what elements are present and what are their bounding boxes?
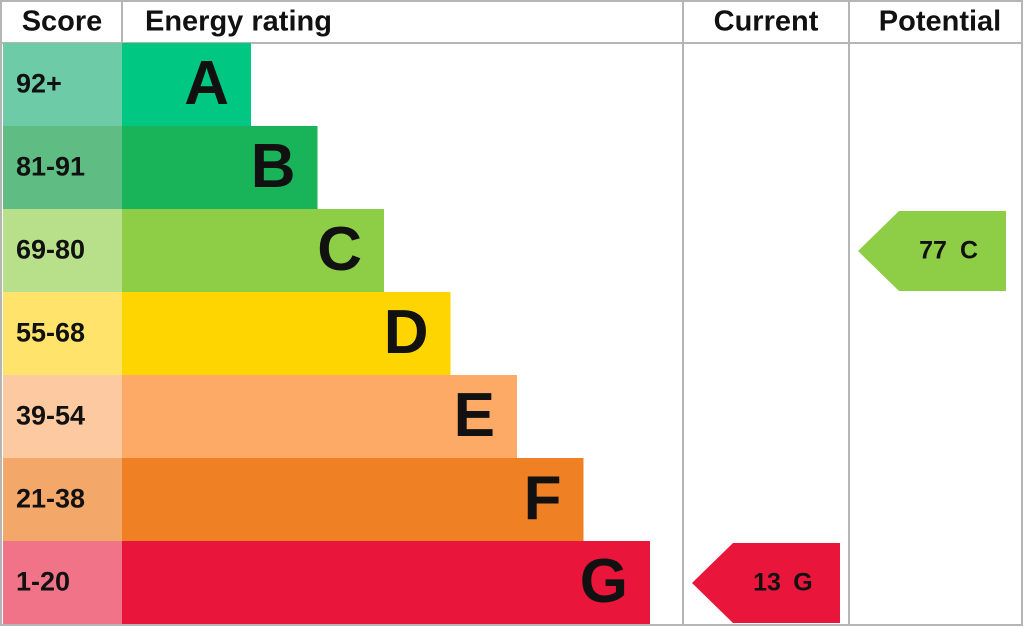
- potential-arrow: [858, 211, 1006, 291]
- score-cell: [3, 292, 122, 375]
- score-label: 1-20: [16, 567, 70, 597]
- potential-letter: C: [960, 237, 978, 265]
- header-current: Current: [714, 6, 819, 38]
- header-energy-rating: Energy rating: [145, 6, 332, 38]
- rating-letter: B: [251, 132, 296, 201]
- rating-letter: D: [384, 298, 429, 367]
- score-cell: [3, 375, 122, 458]
- rating-letter: E: [454, 381, 495, 450]
- score-cell: [3, 126, 122, 209]
- rating-letter: A: [184, 49, 229, 118]
- score-label: 69-80: [16, 235, 85, 265]
- score-label: 39-54: [16, 401, 85, 431]
- rating-bar: [122, 43, 251, 126]
- current-arrow: [692, 543, 840, 623]
- header-potential: Potential: [879, 6, 1001, 38]
- score-label: 55-68: [16, 318, 85, 348]
- rating-bar: [122, 292, 451, 375]
- score-label: 81-91: [16, 152, 85, 182]
- rating-bar: [122, 209, 384, 292]
- rating-bar: [122, 458, 584, 541]
- current-letter: G: [793, 569, 812, 597]
- header-score: Score: [22, 6, 103, 38]
- rating-bar: [122, 375, 517, 458]
- rating-bar: [122, 541, 650, 624]
- current-value: 13: [753, 569, 781, 597]
- rating-letter: F: [524, 464, 562, 533]
- score-label: 92+: [16, 69, 62, 99]
- score-cell: [3, 458, 122, 541]
- rating-bar: [122, 126, 318, 209]
- rating-letter: G: [580, 547, 628, 616]
- rating-letter: C: [317, 215, 362, 284]
- score-cell: [3, 541, 122, 624]
- score-cell: [3, 209, 122, 292]
- score-label: 21-38: [16, 484, 85, 514]
- score-cell: [3, 43, 122, 126]
- potential-value: 77: [919, 237, 947, 265]
